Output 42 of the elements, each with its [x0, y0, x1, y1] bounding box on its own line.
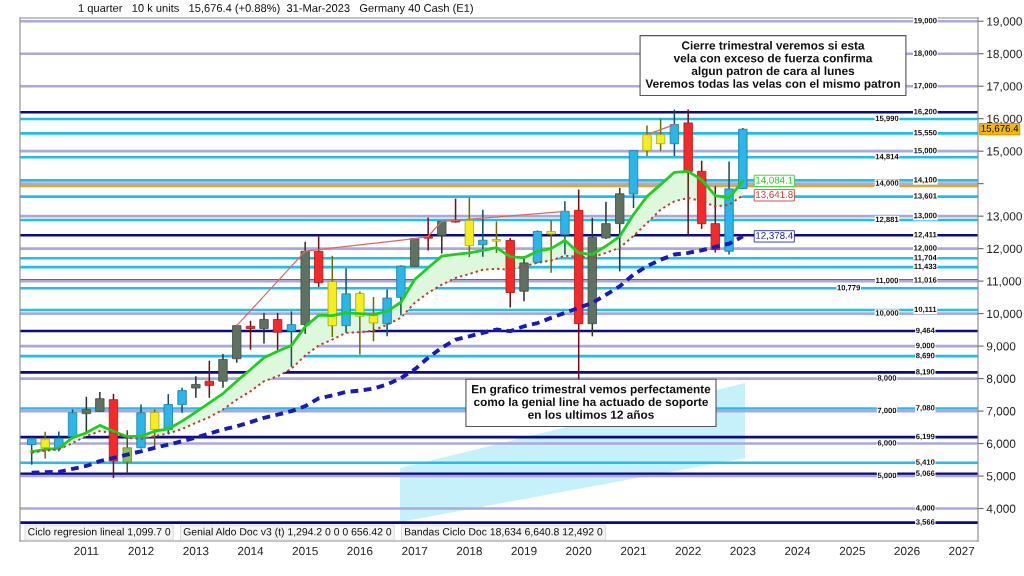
y-tick-label: 19,000 — [987, 17, 1022, 28]
y-tick-label: 5,000 — [986, 472, 1016, 482]
x-tick-label: 2012 — [128, 546, 154, 556]
annotation: Bandas Ciclo Doc 18,634 6,640.8 12,492 0 — [404, 527, 603, 537]
x-tick-label: 2025 — [839, 546, 865, 556]
text: 15,676.4 — [981, 124, 1019, 133]
x-tick-label: 2026 — [894, 546, 920, 556]
y-tick-label: 11,000 — [987, 277, 1022, 287]
x-tick-label: 2014 — [237, 546, 264, 556]
data-label: 14,084.1 — [756, 176, 793, 185]
x-tick-label: 2017 — [402, 546, 428, 556]
annotation: Ciclo regresion lineal 1,099.7 0 — [28, 527, 171, 538]
y-tick-label: 10,000 — [987, 309, 1022, 320]
x-tick-label: 2015 — [292, 546, 318, 556]
y-tick-label: 15,000 — [987, 147, 1022, 157]
x-tick-label: 2022 — [675, 546, 701, 556]
data-label: 12,378.4 — [756, 232, 793, 241]
y-tick-label: 18,000 — [987, 49, 1022, 60]
x-tick-label: 2027 — [949, 546, 975, 556]
annotation: Cierre trimestral veremos si esta vela con exceso de fuerza confirma algun patron de cara al lunes Veremos todas las velas con el mismo patron — [645, 40, 900, 91]
x-tick-label: 2011 — [74, 546, 99, 556]
x-tick-label: 2016 — [347, 546, 373, 556]
y-tick-label: 16,000 — [987, 114, 1022, 125]
y-tick-label: 4,000 — [986, 504, 1016, 515]
chart-title: 1 quarter 10 k units 15,676.4 (+0.88%) 31-Mar-2023 Germany 40 Cash (E1) — [78, 3, 473, 15]
x-tick-label: 2023 — [730, 546, 756, 556]
x-tick-label: 2018 — [456, 546, 482, 556]
y-tick-label: 6,000 — [986, 439, 1016, 450]
data-label: 13,641.8 — [756, 191, 793, 200]
x-tick-label: 2020 — [566, 546, 592, 556]
annotation: Genial Aldo Doc v3 (t) 1,294.2 0 0 0 656.42 0 — [183, 527, 392, 538]
y-tick-label: 13,000 — [987, 212, 1022, 222]
y-tick-label: 12,000 — [987, 244, 1022, 255]
y-tick-label: 8,000 — [986, 374, 1016, 385]
x-tick-label: 2019 — [511, 546, 537, 556]
x-tick-label: 2021 — [620, 546, 647, 556]
y-tick-label: 9,000 — [986, 342, 1016, 352]
y-tick-label: 7,000 — [986, 407, 1016, 417]
x-tick-label: 2024 — [784, 546, 811, 556]
y-tick-label: 17,000 — [987, 82, 1022, 93]
x-tick-label: 2013 — [183, 546, 209, 556]
annotation: En grafico trimestral vemos perfectamente como la genial line ha actuado de soporte en los ultimos 12 años — [472, 384, 711, 419]
